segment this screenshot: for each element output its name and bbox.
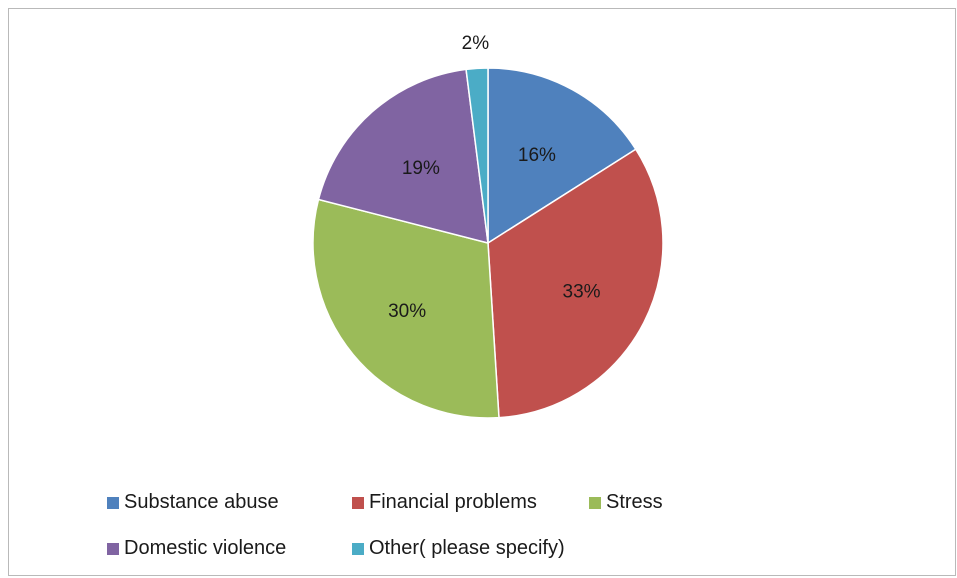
legend-label: Substance abuse [124, 491, 279, 513]
legend-item-stress: Stress [589, 491, 663, 514]
legend-swatch [107, 542, 119, 555]
legend-swatch [352, 542, 364, 555]
data-label-financial-problems: 33% [563, 282, 601, 303]
legend-label: Other( please specify) [369, 537, 565, 559]
slice-financial-problems [487, 148, 664, 419]
legend-swatch [589, 496, 601, 509]
slice-stress [312, 198, 500, 419]
legend-item-domestic-violence: Domestic violence [107, 537, 352, 560]
legend-label: Financial problems [369, 491, 537, 513]
pie-chart: 16% 33% 30% 19% 2% [312, 33, 664, 419]
data-label-substance-abuse: 16% [518, 145, 556, 166]
legend-swatch [352, 496, 364, 509]
legend-item-financial-problems: Financial problems [352, 491, 589, 514]
data-label-stress: 30% [388, 301, 426, 322]
legend-row-2: Domestic violence Other( please specify) [107, 537, 565, 560]
legend-item-other: Other( please specify) [352, 537, 565, 560]
slice-substance-abuse [487, 67, 637, 245]
chart-frame: 16% 33% 30% 19% 2% Substance abuse Financial… [8, 8, 956, 576]
legend-label: Domestic violence [124, 537, 287, 559]
legend-item-substance-abuse: Substance abuse [107, 491, 352, 514]
data-label-domestic-violence: 19% [402, 158, 440, 179]
legend-swatch [107, 496, 119, 509]
legend-row-1: Substance abuse Financial problems Stres… [107, 491, 663, 514]
legend-label: Stress [606, 491, 663, 513]
slice-other [465, 67, 489, 244]
data-label-other: 2% [462, 33, 490, 54]
slice-domestic-violence [317, 68, 489, 245]
